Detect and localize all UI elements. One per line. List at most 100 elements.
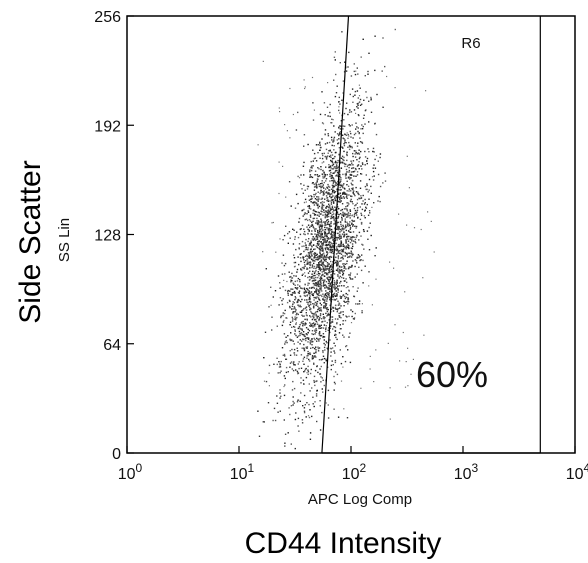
event-dot bbox=[331, 235, 333, 237]
event-dot bbox=[336, 162, 338, 164]
event-dot bbox=[347, 213, 349, 215]
x-tick-label: 101 bbox=[230, 461, 255, 483]
event-dot bbox=[399, 360, 401, 362]
event-dot bbox=[317, 271, 319, 273]
event-dot bbox=[326, 156, 328, 158]
event-dot bbox=[360, 259, 362, 261]
event-dot bbox=[320, 221, 322, 223]
event-dot bbox=[374, 158, 376, 161]
event-dot bbox=[300, 183, 302, 185]
event-dot bbox=[322, 336, 324, 339]
event-dot bbox=[350, 160, 352, 162]
event-dot bbox=[327, 262, 330, 265]
event-dot bbox=[316, 243, 319, 245]
event-dot bbox=[319, 313, 322, 315]
event-dot bbox=[303, 394, 306, 397]
event-dot bbox=[350, 231, 352, 233]
event-dot bbox=[356, 174, 359, 176]
event-dot bbox=[304, 295, 306, 297]
event-dot bbox=[272, 221, 274, 224]
event-dot bbox=[332, 141, 334, 143]
event-dot bbox=[305, 376, 308, 379]
event-dot bbox=[321, 211, 323, 213]
event-dot bbox=[323, 239, 325, 241]
event-dot bbox=[413, 227, 416, 229]
event-dot bbox=[328, 294, 330, 297]
event-dot bbox=[333, 262, 336, 264]
event-dot bbox=[309, 438, 312, 440]
event-dot bbox=[311, 223, 313, 226]
event-dot bbox=[291, 277, 294, 279]
event-dot bbox=[334, 359, 337, 362]
event-dot bbox=[336, 322, 338, 324]
event-dot bbox=[314, 202, 317, 204]
event-dot bbox=[303, 291, 305, 293]
event-dot bbox=[320, 289, 322, 291]
event-dot bbox=[320, 246, 322, 248]
event-dot bbox=[364, 109, 367, 112]
event-dot bbox=[330, 221, 332, 223]
event-dot bbox=[329, 111, 331, 114]
event-dot bbox=[345, 163, 347, 165]
event-dot bbox=[342, 213, 344, 215]
event-dot bbox=[332, 295, 335, 298]
event-dot bbox=[285, 317, 287, 319]
event-dot bbox=[342, 248, 345, 250]
event-dot bbox=[305, 327, 308, 329]
event-dot bbox=[294, 364, 296, 366]
event-dot bbox=[323, 305, 325, 307]
event-dot bbox=[363, 215, 366, 217]
event-dot bbox=[326, 292, 328, 294]
event-dot bbox=[289, 354, 292, 356]
event-dot bbox=[313, 252, 315, 255]
event-dot bbox=[274, 290, 277, 292]
event-dot bbox=[321, 295, 323, 298]
event-dot bbox=[348, 245, 350, 247]
event-dot bbox=[379, 153, 382, 155]
event-dot bbox=[301, 274, 303, 276]
event-dot bbox=[331, 206, 334, 209]
event-dot bbox=[314, 230, 316, 232]
event-dot bbox=[355, 225, 358, 228]
event-dot bbox=[314, 157, 317, 159]
event-dot bbox=[294, 261, 297, 264]
event-dot bbox=[328, 258, 331, 260]
event-dot bbox=[355, 236, 357, 239]
event-dot bbox=[320, 334, 323, 337]
event-dot bbox=[334, 184, 337, 186]
event-dot bbox=[349, 144, 351, 147]
event-dot bbox=[315, 313, 317, 316]
event-dot bbox=[352, 231, 355, 233]
event-dot bbox=[297, 284, 299, 286]
event-dot bbox=[330, 250, 332, 252]
event-dot bbox=[330, 276, 332, 279]
event-dot bbox=[324, 287, 326, 289]
event-dot bbox=[332, 270, 335, 272]
event-dot bbox=[423, 334, 425, 336]
event-dot bbox=[335, 256, 337, 259]
event-dot bbox=[311, 182, 314, 185]
event-dot bbox=[304, 370, 306, 372]
event-dot bbox=[313, 299, 315, 301]
event-dot bbox=[325, 192, 327, 194]
event-dot bbox=[386, 75, 388, 78]
event-dot bbox=[330, 208, 333, 211]
event-dot bbox=[308, 360, 311, 362]
event-dot bbox=[344, 125, 346, 127]
event-dot bbox=[331, 270, 333, 273]
event-dot bbox=[321, 271, 323, 273]
event-dot bbox=[337, 206, 339, 208]
event-dot bbox=[299, 280, 301, 283]
event-dot bbox=[336, 224, 338, 226]
event-dot bbox=[329, 228, 331, 230]
event-dot bbox=[309, 267, 311, 269]
event-dot bbox=[312, 226, 314, 228]
event-dot bbox=[324, 316, 326, 319]
event-dot bbox=[315, 328, 317, 330]
event-dot bbox=[316, 340, 318, 342]
event-dot bbox=[295, 369, 297, 371]
event-dot bbox=[333, 202, 335, 204]
event-dot bbox=[308, 353, 310, 355]
event-dot bbox=[292, 312, 294, 314]
event-dot bbox=[332, 208, 334, 210]
